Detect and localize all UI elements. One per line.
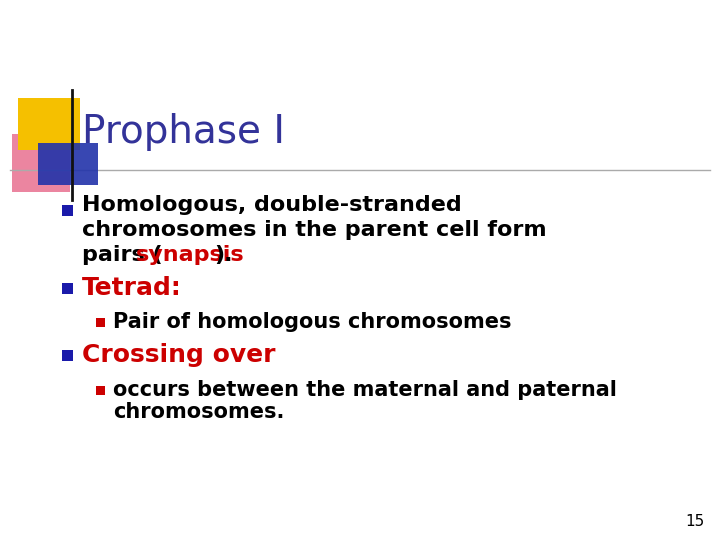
Text: Tetrad:: Tetrad:: [82, 276, 181, 300]
Text: synapsis: synapsis: [136, 245, 245, 265]
Bar: [18, 98, 80, 150]
Text: occurs between the maternal and paternal: occurs between the maternal and paternal: [113, 380, 617, 400]
Bar: [12, 134, 70, 192]
Text: pairs (: pairs (: [82, 245, 163, 265]
Bar: [62, 205, 73, 215]
Text: chromosomes.: chromosomes.: [113, 402, 284, 422]
Text: 15: 15: [685, 515, 705, 530]
Bar: [38, 143, 98, 185]
Text: Pair of homologous chromosomes: Pair of homologous chromosomes: [113, 312, 511, 332]
Text: ).: ).: [214, 245, 233, 265]
Text: Prophase I: Prophase I: [82, 113, 285, 151]
Text: Crossing over: Crossing over: [82, 343, 276, 367]
Text: Homologous, double-stranded: Homologous, double-stranded: [82, 195, 462, 215]
Text: chromosomes in the parent cell form: chromosomes in the parent cell form: [82, 220, 546, 240]
Bar: [62, 349, 73, 361]
Bar: [96, 318, 105, 327]
Bar: [96, 386, 105, 395]
Bar: [62, 282, 73, 294]
